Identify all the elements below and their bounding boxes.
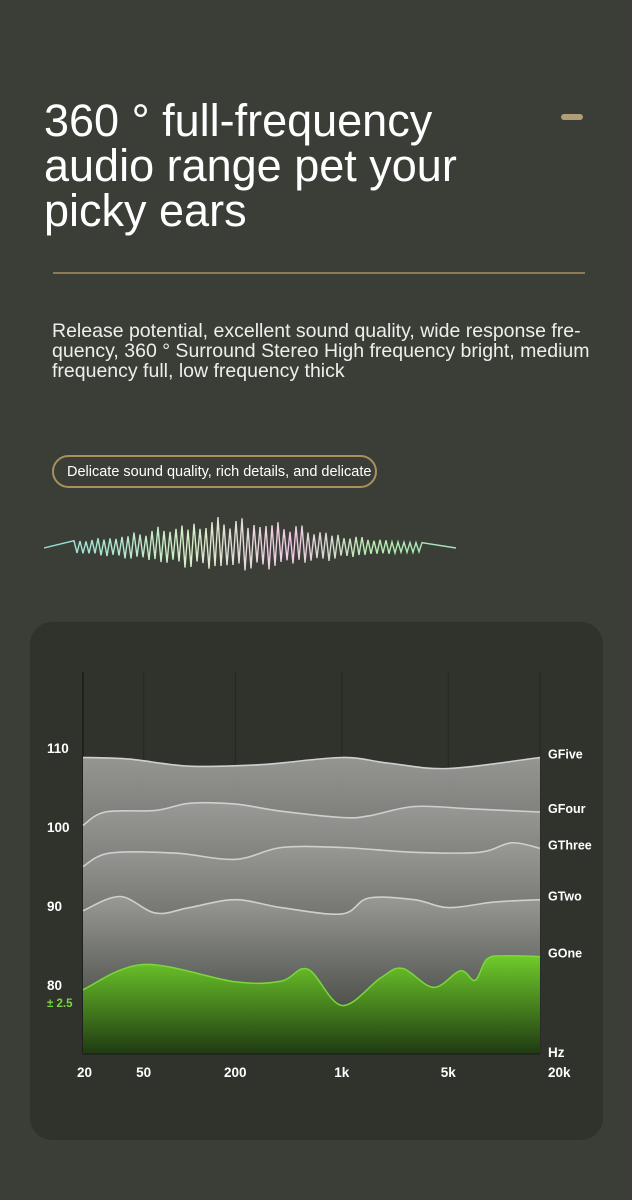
series-label-gtwo: GTwo [548,890,582,904]
y-tick-label-100: 100 [47,820,70,835]
sound-wave-icon [44,517,456,571]
y-tick-label-80: 80 [47,978,62,993]
frequency-response-chart: GFive GFour GThree GTwo GOne 110 100 90 80 ± 2.5 2… [47,672,592,1080]
wave-path [44,517,456,571]
line-gone [82,954,541,1007]
title-divider [53,272,585,274]
line-gtwo [82,895,541,915]
series-label-gone: GOne [548,947,582,961]
x-tick-label-5k: 5k [441,1065,457,1080]
feature-badge-label: Delicate sound quality, rich details, an… [67,463,372,480]
series-label-gfour: GFour [548,802,586,816]
x-tick-label-20k: 20k [548,1065,571,1080]
x-tick-label-1k: 1k [334,1065,350,1080]
line-gthree [82,841,541,868]
series-label-gfive: GFive [548,748,583,762]
x-tick-label-20: 20 [77,1065,92,1080]
feature-badge: Delicate sound quality, rich details, an… [52,455,378,488]
line-gfive [82,756,541,770]
y-tick-label-110: 110 [47,741,69,756]
accent-dash [561,114,583,120]
page-title: 360 ° full-frequency audio range pet you… [44,95,457,236]
series-label-gthree: GThree [548,838,592,852]
x-unit-label: Hz [548,1045,565,1060]
description-text: Release potential, excellent sound quali… [52,320,590,382]
x-tick-label-200: 200 [224,1065,247,1080]
frequency-chart-card: GFive GFour GThree GTwo GOne 110 100 90 80 ± 2.5 2… [30,622,603,1140]
y-tick-label-90: 90 [47,899,62,914]
line-gfour [82,801,541,827]
x-tick-label-50: 50 [136,1065,151,1080]
tolerance-label: ± 2.5 [47,998,73,1010]
area-gone [83,955,540,1054]
